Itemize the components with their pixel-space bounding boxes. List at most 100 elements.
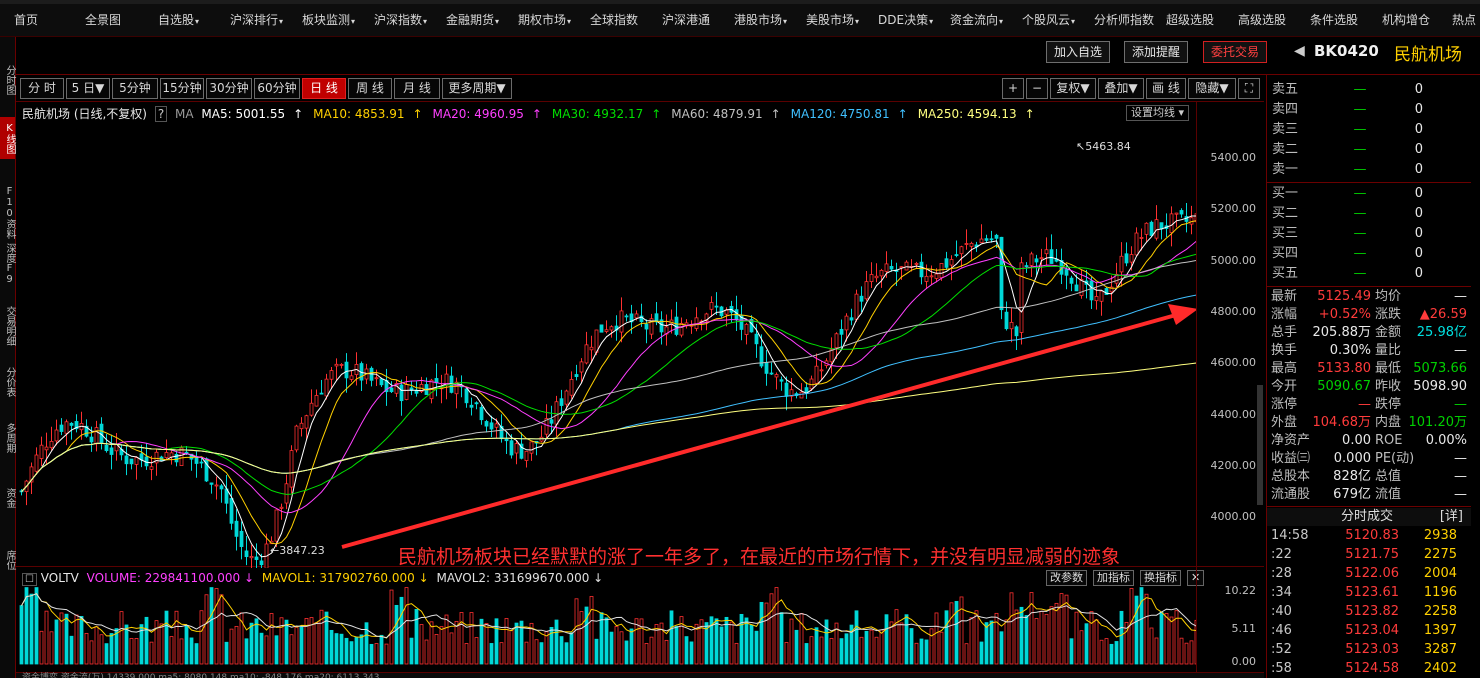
quote-field: 换手 0.30% (1271, 343, 1371, 358)
period-tab[interactable]: 月 线 (394, 78, 440, 99)
menu-item[interactable]: 热点 (1452, 13, 1477, 27)
detail-link[interactable]: [详] (1439, 509, 1463, 524)
menu-item[interactable]: 全景图 (85, 13, 122, 27)
price-tick: 5200.00 (1210, 202, 1257, 216)
left-tab[interactable]: 多周期 (4, 423, 15, 453)
volume-bar (629, 628, 634, 665)
ma-settings-dropdown[interactable]: 设置均线 ▾ (1126, 105, 1190, 121)
left-tab[interactable]: 交易明细 (4, 306, 15, 346)
volume-bar (964, 643, 969, 665)
menu-item[interactable]: 个股风云▾ (1022, 13, 1076, 27)
period-tab[interactable]: 15分钟 (160, 78, 204, 99)
menu-item[interactable]: 自选股▾ (158, 13, 200, 27)
add-watchlist-button[interactable]: 加入自选 (1046, 41, 1111, 63)
chart-tool-button[interactable]: − (1026, 78, 1048, 99)
close-icon[interactable]: ✕ (1187, 570, 1205, 586)
volume-bar (949, 602, 954, 665)
chart-tool-button[interactable]: 隐藏▼ (1188, 78, 1236, 99)
period-tab[interactable]: 更多周期▼ (442, 78, 512, 99)
candle-body (764, 362, 769, 374)
chart-tool-button[interactable]: 复权▼ (1050, 78, 1096, 99)
chart-tool-button[interactable]: 叠加▼ (1098, 78, 1144, 99)
tick-row: :34 5123.61 1196 (1271, 585, 1457, 600)
candle-body (1119, 255, 1124, 273)
menu-item[interactable]: 港股市场▾ (734, 13, 788, 27)
volume-bar (184, 624, 189, 665)
period-tab[interactable]: 分 时 (20, 78, 64, 99)
candle-body (809, 378, 814, 390)
menu-item[interactable]: 金融期货▾ (446, 13, 500, 27)
left-tab[interactable]: 深度F9 (4, 243, 15, 285)
volume-bar (1099, 639, 1104, 665)
menu-item[interactable]: 沪深港通 (662, 13, 711, 27)
add-alert-button[interactable]: 添加提醒 (1124, 41, 1189, 63)
menu-item[interactable]: 分析师指数 (1094, 13, 1155, 27)
candle-body (1109, 286, 1114, 293)
menu-item[interactable]: 高级选股 (1238, 13, 1287, 27)
change-params-button[interactable]: 改参数 (1046, 570, 1087, 586)
left-tab[interactable]: F10资料 (4, 185, 15, 239)
volume-bar (689, 641, 694, 665)
chart-tool-button[interactable]: 画 线 (1146, 78, 1186, 99)
menu-item[interactable]: 机构增仓 (1382, 13, 1431, 27)
trade-button[interactable]: 委托交易 (1203, 41, 1268, 63)
left-tab[interactable]: 分时图 (4, 65, 15, 95)
menu-item[interactable]: 条件选股 (1310, 13, 1359, 27)
menu-item[interactable]: 美股市场▾ (806, 13, 860, 27)
candle-body (784, 382, 789, 397)
candle-body (49, 441, 54, 449)
volume-bar (579, 611, 584, 665)
menu-item[interactable]: 板块监测▾ (302, 13, 356, 27)
period-tab[interactable]: 5分钟 (112, 78, 158, 99)
menu-item[interactable]: 沪深排行▾ (230, 13, 284, 27)
period-tab[interactable]: 周 线 (348, 78, 392, 99)
kline-chart[interactable]: 民航机场 (日线,不复权) ? MA MA5: 5001.55 ↑ MA10: 48… (16, 101, 1264, 568)
volume-panel[interactable]: ☐ VOLTV VOLUME: 229841100.000 ↓ MAVOL1: … (16, 568, 1264, 672)
volume-bar (534, 639, 539, 665)
menu-item[interactable]: DDE决策▾ (878, 13, 934, 27)
left-tab[interactable]: 席位 (4, 550, 15, 570)
period-tab[interactable]: 5 日▼ (66, 78, 110, 99)
volume-bar (114, 628, 119, 665)
left-tab[interactable]: K线图 (0, 117, 15, 159)
volume-bar (264, 635, 269, 665)
collapse-icon[interactable]: ☐ (22, 573, 37, 586)
period-tab[interactable]: 30分钟 (206, 78, 252, 99)
volume-ma-line (21, 593, 1196, 639)
quote-field: 最新 5125.49 (1271, 289, 1371, 304)
chevron-down-icon: ▾ (929, 17, 934, 26)
menu-item[interactable]: 超级选股 (1166, 13, 1215, 27)
add-indicator-button[interactable]: 加指标 (1093, 570, 1134, 586)
volume-bar (199, 610, 204, 665)
left-tab[interactable]: 分价表 (4, 367, 15, 397)
volume-bar (694, 623, 699, 665)
menu-item[interactable]: 全球指数 (590, 13, 639, 27)
period-tab[interactable]: 60分钟 (254, 78, 300, 99)
quote-field: 总手 205.88万 (1271, 325, 1371, 340)
chart-scrollbar[interactable] (1257, 385, 1263, 505)
menu-item[interactable]: 沪深指数▾ (374, 13, 428, 27)
period-tab[interactable]: 日 线 (302, 78, 346, 99)
menu-item[interactable]: 资金流向▾ (950, 13, 1004, 27)
volume-bar (839, 638, 844, 665)
chart-tool-button[interactable]: + (1002, 78, 1024, 99)
order-book-row: 买二 —0 (1272, 206, 1423, 221)
switch-indicator-button[interactable]: 换指标 (1140, 570, 1181, 586)
ma-line (21, 362, 1196, 492)
back-arrow-icon[interactable]: ◀ (1294, 43, 1305, 59)
candle-body (939, 263, 944, 279)
candle-body (549, 419, 554, 424)
left-tab[interactable]: 资金 (4, 488, 15, 508)
volume-bar (764, 602, 769, 665)
candle-body (1069, 277, 1074, 284)
help-icon[interactable]: ? (154, 106, 168, 122)
candle-body (849, 317, 854, 321)
volume-bar (54, 619, 59, 665)
chart-tool-button[interactable]: ⛶ (1238, 78, 1260, 99)
menu-item[interactable]: 首页 (14, 13, 39, 27)
menu-item[interactable]: 期权市场▾ (518, 13, 572, 27)
volume-bar (1089, 611, 1094, 665)
quote-field: 流通股 679亿 (1271, 487, 1371, 502)
candle-body (1064, 269, 1069, 276)
quote-field: 均价 — (1375, 289, 1467, 304)
